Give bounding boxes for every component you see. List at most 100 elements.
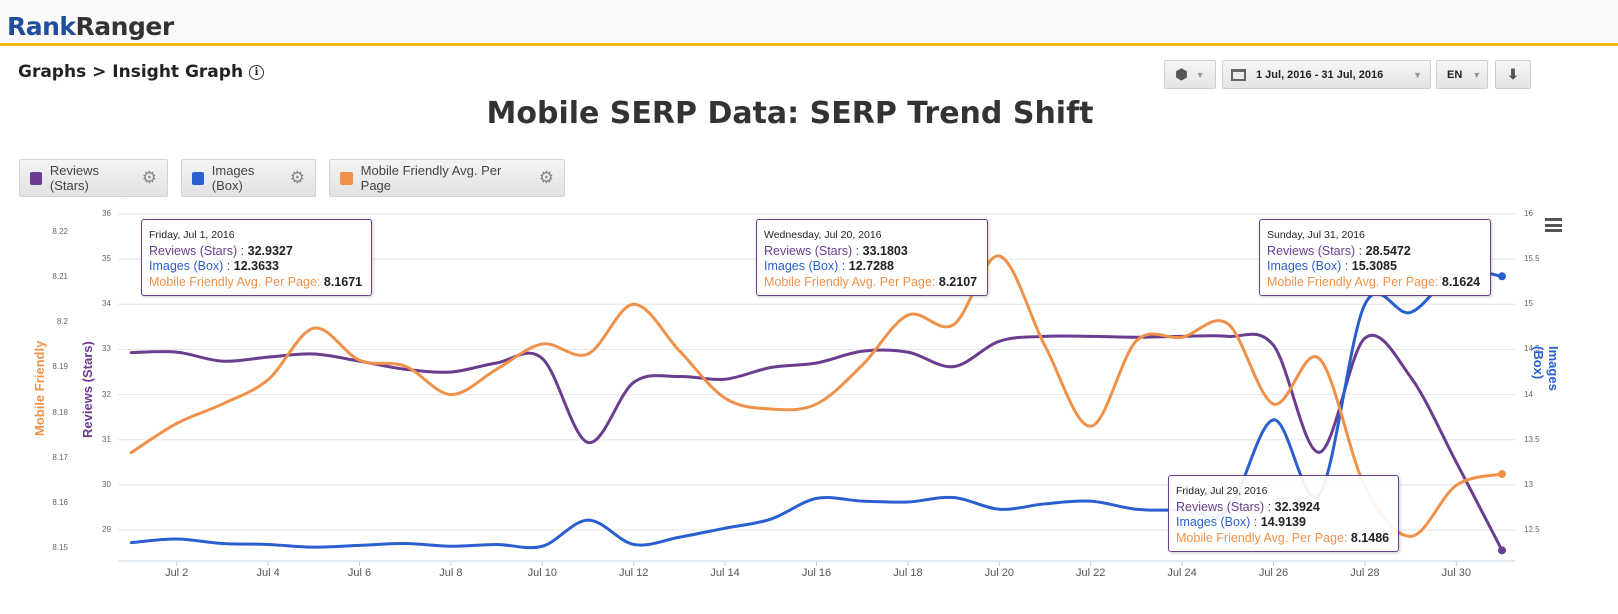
- data-point-reviews-stars: [403, 367, 407, 371]
- data-point-mobile-friendly-avg-per-page: [221, 402, 224, 406]
- language-value: EN: [1447, 68, 1463, 81]
- y-tick-label-reviews: 35: [102, 254, 111, 264]
- data-point-mobile-friendly-avg-per-page: [952, 323, 955, 326]
- data-point-images-box: [1363, 302, 1367, 306]
- view-selector[interactable]: ⬢ ▼: [1164, 60, 1216, 89]
- data-point-images-box: [860, 499, 864, 503]
- legend-item-mobile-friendly[interactable]: Mobile Friendly Avg. Per Page ⚙: [329, 159, 565, 197]
- data-point-reviews-stars: [998, 340, 1001, 343]
- x-tick-label: Jul 16: [802, 567, 831, 579]
- y-tick-label-mobile: 8.22: [52, 227, 68, 236]
- data-point-images-box: [1272, 418, 1275, 422]
- hamburger-menu-icon[interactable]: [1545, 218, 1562, 235]
- y-tick-label-images: 14.5: [1524, 344, 1540, 354]
- x-tick-label: Jul 10: [528, 567, 557, 579]
- language-selector[interactable]: EN ▼: [1436, 60, 1488, 89]
- x-tick-label: Jul 22: [1076, 567, 1105, 579]
- tooltip-jul-20: Wednesday, Jul 20, 2016 Reviews (Stars) …: [756, 219, 988, 296]
- data-point-images-box: [632, 543, 635, 546]
- data-point-reviews-stars: [952, 365, 955, 368]
- data-point-mobile-friendly-avg-per-page: [358, 358, 361, 362]
- data-point-images-box: [266, 543, 270, 546]
- data-point-mobile-friendly-avg-per-page: [998, 254, 1001, 258]
- rankranger-logo[interactable]: RankRanger: [7, 12, 174, 41]
- legend-item-reviews[interactable]: Reviews (Stars) ⚙: [19, 159, 168, 197]
- data-point-reviews-stars: [1317, 451, 1321, 454]
- data-point-mobile-friendly-avg-per-page: [449, 393, 453, 396]
- data-point-images-box: [1498, 272, 1506, 281]
- y-tick-label-images: 13.5: [1524, 434, 1540, 444]
- data-point-reviews-stars: [723, 377, 727, 381]
- data-point-reviews-stars: [129, 351, 133, 354]
- data-point-images-box: [1135, 507, 1138, 511]
- data-point-reviews-stars: [860, 349, 864, 353]
- legend-label: Reviews (Stars): [49, 163, 100, 193]
- y-tick-label-images: 15.5: [1524, 254, 1540, 264]
- cube-icon: ⬢: [1175, 66, 1188, 82]
- data-point-mobile-friendly-avg-per-page: [1226, 322, 1230, 325]
- x-tick-label: Jul 6: [348, 567, 371, 579]
- data-point-images-box: [815, 497, 818, 500]
- y-tick-label-mobile: 8.15: [52, 543, 68, 552]
- info-icon[interactable]: i: [249, 64, 265, 80]
- chevron-down-icon: ▼: [1195, 69, 1205, 80]
- download-button[interactable]: ⬇: [1495, 60, 1531, 89]
- data-point-mobile-friendly-avg-per-page: [860, 363, 864, 367]
- data-point-images-box: [586, 518, 590, 522]
- data-point-images-box: [1089, 499, 1092, 503]
- data-point-images-box: [175, 537, 178, 541]
- legend-swatch: [30, 171, 42, 185]
- data-point-mobile-friendly-avg-per-page: [1272, 402, 1275, 406]
- data-point-reviews-stars: [312, 352, 316, 356]
- data-point-images-box: [998, 507, 1001, 511]
- data-point-images-box: [495, 543, 498, 546]
- data-point-mobile-friendly-avg-per-page: [1180, 335, 1184, 339]
- data-point-images-box: [449, 544, 453, 548]
- data-point-reviews-stars: [449, 370, 453, 374]
- y-tick-label-mobile: 8.16: [52, 497, 68, 507]
- data-point-reviews-stars: [1498, 546, 1506, 555]
- y-tick-label-images: 13: [1524, 479, 1533, 489]
- data-point-mobile-friendly-avg-per-page: [769, 407, 773, 411]
- data-point-reviews-stars: [1409, 375, 1412, 379]
- legend-swatch: [340, 171, 353, 185]
- data-point-mobile-friendly-avg-per-page: [1498, 470, 1506, 479]
- data-point-mobile-friendly-avg-per-page: [586, 352, 590, 356]
- data-point-mobile-friendly-avg-per-page: [1135, 339, 1138, 343]
- gear-icon[interactable]: ⚙: [538, 168, 554, 187]
- chevron-down-icon: ▼: [1413, 69, 1422, 80]
- data-point-images-box: [129, 541, 133, 544]
- tooltip-jul-29: Friday, Jul 29, 2016 Reviews (Stars) : 3…: [1168, 475, 1399, 552]
- data-point-images-box: [769, 517, 773, 521]
- calendar-icon: [1231, 68, 1246, 81]
- axis-title-reviews: Reviews (Stars): [80, 341, 95, 438]
- tooltip-jul-1: Friday, Jul 1, 2016 Reviews (Stars) : 32…: [141, 219, 372, 296]
- data-point-mobile-friendly-avg-per-page: [1043, 344, 1047, 348]
- x-tick-label: Jul 2: [165, 567, 188, 579]
- y-tick-label-reviews: 36: [102, 209, 111, 218]
- x-tick-label: Jul 30: [1442, 567, 1471, 579]
- data-point-reviews-stars: [175, 350, 178, 354]
- date-range-picker[interactable]: 1 Jul, 2016 - 31 Jul, 2016 ▼: [1222, 60, 1431, 89]
- gear-icon[interactable]: ⚙: [289, 168, 305, 187]
- data-point-mobile-friendly-avg-per-page: [541, 342, 544, 346]
- y-tick-label-mobile: 8.18: [52, 407, 68, 417]
- y-tick-label-images: 15: [1524, 299, 1533, 309]
- data-point-mobile-friendly-avg-per-page: [175, 422, 178, 425]
- data-point-images-box: [403, 542, 407, 545]
- data-point-mobile-friendly-avg-per-page: [266, 378, 270, 381]
- data-point-images-box: [1043, 502, 1047, 506]
- data-point-reviews-stars: [769, 366, 773, 369]
- legend-label: Mobile Friendly Avg. Per Page: [360, 163, 502, 193]
- data-point-reviews-stars: [1089, 335, 1092, 338]
- y-tick-label-mobile: 8.17: [52, 452, 68, 462]
- data-point-mobile-friendly-avg-per-page: [1409, 535, 1412, 538]
- x-tick-label: Jul 18: [893, 567, 922, 579]
- data-point-mobile-friendly-avg-per-page: [312, 326, 316, 330]
- legend-item-images[interactable]: Images (Box) ⚙: [181, 159, 316, 197]
- data-point-mobile-friendly-avg-per-page: [815, 402, 818, 406]
- gear-icon[interactable]: ⚙: [141, 168, 157, 187]
- data-point-images-box: [723, 526, 727, 530]
- date-range-value: 1 Jul, 2016 - 31 Jul, 2016: [1256, 68, 1384, 81]
- data-point-reviews-stars: [586, 441, 590, 444]
